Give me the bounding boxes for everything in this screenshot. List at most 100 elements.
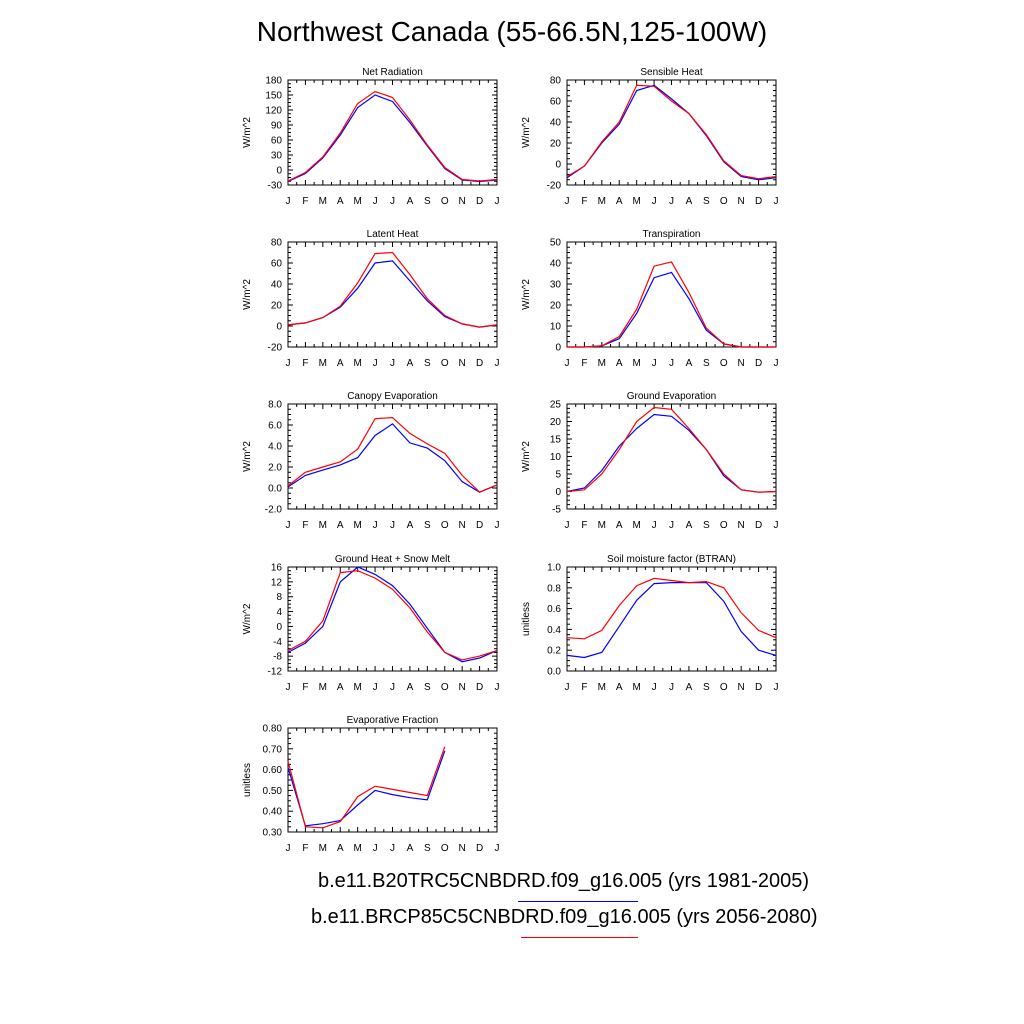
x-tick-label: F [581, 196, 587, 207]
x-tick-label: A [337, 196, 344, 207]
y-tick-label: 0.40 [263, 807, 283, 818]
x-tick-label: J [373, 358, 378, 369]
x-tick-label: S [703, 196, 710, 207]
y-tick-label: 0.70 [263, 744, 283, 755]
series-line-historical [287, 260, 498, 328]
x-tick-label: M [598, 682, 606, 693]
series-line-future [566, 577, 777, 640]
x-tick-label: A [616, 196, 623, 207]
x-tick-label: F [302, 520, 308, 531]
series-line-historical [287, 566, 498, 663]
y-tick-label: 60 [271, 259, 283, 270]
y-tick-label: 0.4 [547, 625, 561, 636]
x-tick-label: N [738, 682, 745, 693]
plot-frame [287, 403, 498, 510]
plot-frame [566, 403, 777, 510]
series-line-historical [566, 84, 777, 181]
plot-frame [566, 241, 777, 348]
x-tick-label: S [703, 358, 710, 369]
x-tick-label: J [774, 520, 779, 531]
y-tick-label: -4 [273, 637, 282, 648]
y-tick-label: 10 [550, 322, 562, 333]
x-tick-label: N [738, 196, 745, 207]
x-tick-label: A [686, 520, 693, 531]
x-tick-label: O [441, 196, 449, 207]
x-tick-label: N [459, 843, 466, 854]
x-tick-label: S [424, 520, 431, 531]
y-tick-label: 180 [265, 76, 282, 87]
x-tick-label: D [476, 682, 483, 693]
x-tick-label: J [373, 196, 378, 207]
y-tick-label: 0.30 [263, 828, 283, 839]
x-tick-label: M [319, 196, 327, 207]
y-tick-label: 60 [271, 136, 283, 147]
x-tick-label: J [390, 520, 395, 531]
series-line-future [287, 90, 498, 182]
x-tick-label: J [565, 358, 570, 369]
panel-transpiration: J F M A M J J A S O N D J01020304050TranspirationW/m… [521, 229, 779, 369]
plot-frame [287, 727, 498, 833]
y-axis-label: W/m^2 [521, 279, 532, 310]
x-tick-label: J [669, 358, 674, 369]
x-tick-label: N [459, 520, 466, 531]
x-tick-label: J [286, 520, 291, 531]
y-axis-label: unitless [521, 602, 532, 636]
plot-frame [287, 566, 498, 672]
legend-swatch-future [521, 937, 638, 938]
x-tick-label: S [424, 843, 431, 854]
y-tick-label: 60 [550, 97, 562, 108]
x-tick-label: D [476, 843, 483, 854]
x-tick-label: A [337, 358, 344, 369]
x-tick-label: A [616, 682, 623, 693]
x-tick-label: D [755, 520, 762, 531]
x-tick-label: A [407, 843, 414, 854]
page-title: Northwest Canada (55-66.5N,125-100W) [256, 16, 768, 47]
x-tick-label: A [407, 682, 414, 693]
x-tick-label: N [738, 358, 745, 369]
x-tick-label: S [703, 682, 710, 693]
y-axis-label: W/m^2 [521, 441, 532, 472]
y-tick-label: 40 [550, 259, 562, 270]
x-tick-label: F [581, 358, 587, 369]
legend-label-historical: b.e11.B20TRC5CNBDRD.f09_g16.005 (yrs 198… [318, 870, 810, 892]
y-axis-label: W/m^2 [521, 117, 532, 148]
x-tick-label: N [459, 682, 466, 693]
y-tick-label: -12 [268, 667, 283, 678]
x-tick-label: J [390, 358, 395, 369]
x-tick-label: J [669, 682, 674, 693]
series-line-historical [287, 750, 446, 827]
y-tick-label: 25 [550, 400, 562, 411]
y-tick-label: 0.80 [263, 724, 283, 735]
x-tick-label: J [390, 682, 395, 693]
y-axis-label: W/m^2 [242, 603, 253, 634]
x-tick-label: A [686, 196, 693, 207]
y-tick-label: -2.0 [265, 505, 283, 516]
x-tick-label: J [286, 196, 291, 207]
plot-frame [287, 241, 498, 348]
y-tick-label: 50 [550, 238, 562, 249]
y-tick-label: -20 [547, 181, 562, 192]
x-tick-label: M [632, 682, 640, 693]
x-tick-label: O [720, 196, 728, 207]
x-tick-label: S [424, 682, 431, 693]
x-tick-label: J [286, 682, 291, 693]
y-tick-label: 8.0 [268, 400, 282, 411]
x-tick-label: J [373, 682, 378, 693]
panel-title: Net Radiation [362, 67, 423, 78]
panel-title: Evaporative Fraction [347, 715, 439, 726]
x-tick-label: N [738, 520, 745, 531]
y-tick-label: -30 [268, 181, 283, 192]
y-tick-label: 15 [550, 435, 562, 446]
x-tick-label: M [598, 520, 606, 531]
panel-title: Canopy Evaporation [347, 391, 438, 402]
y-tick-label: 0 [276, 166, 282, 177]
panel-title: Ground Evaporation [627, 391, 717, 402]
x-tick-label: J [669, 520, 674, 531]
panel-title: Soil moisture factor (BTRAN) [607, 554, 736, 565]
x-tick-label: M [353, 196, 361, 207]
legend: b.e11.B20TRC5CNBDRD.f09_g16.005 (yrs 198… [0, 860, 1024, 950]
series-line-historical [566, 413, 777, 493]
